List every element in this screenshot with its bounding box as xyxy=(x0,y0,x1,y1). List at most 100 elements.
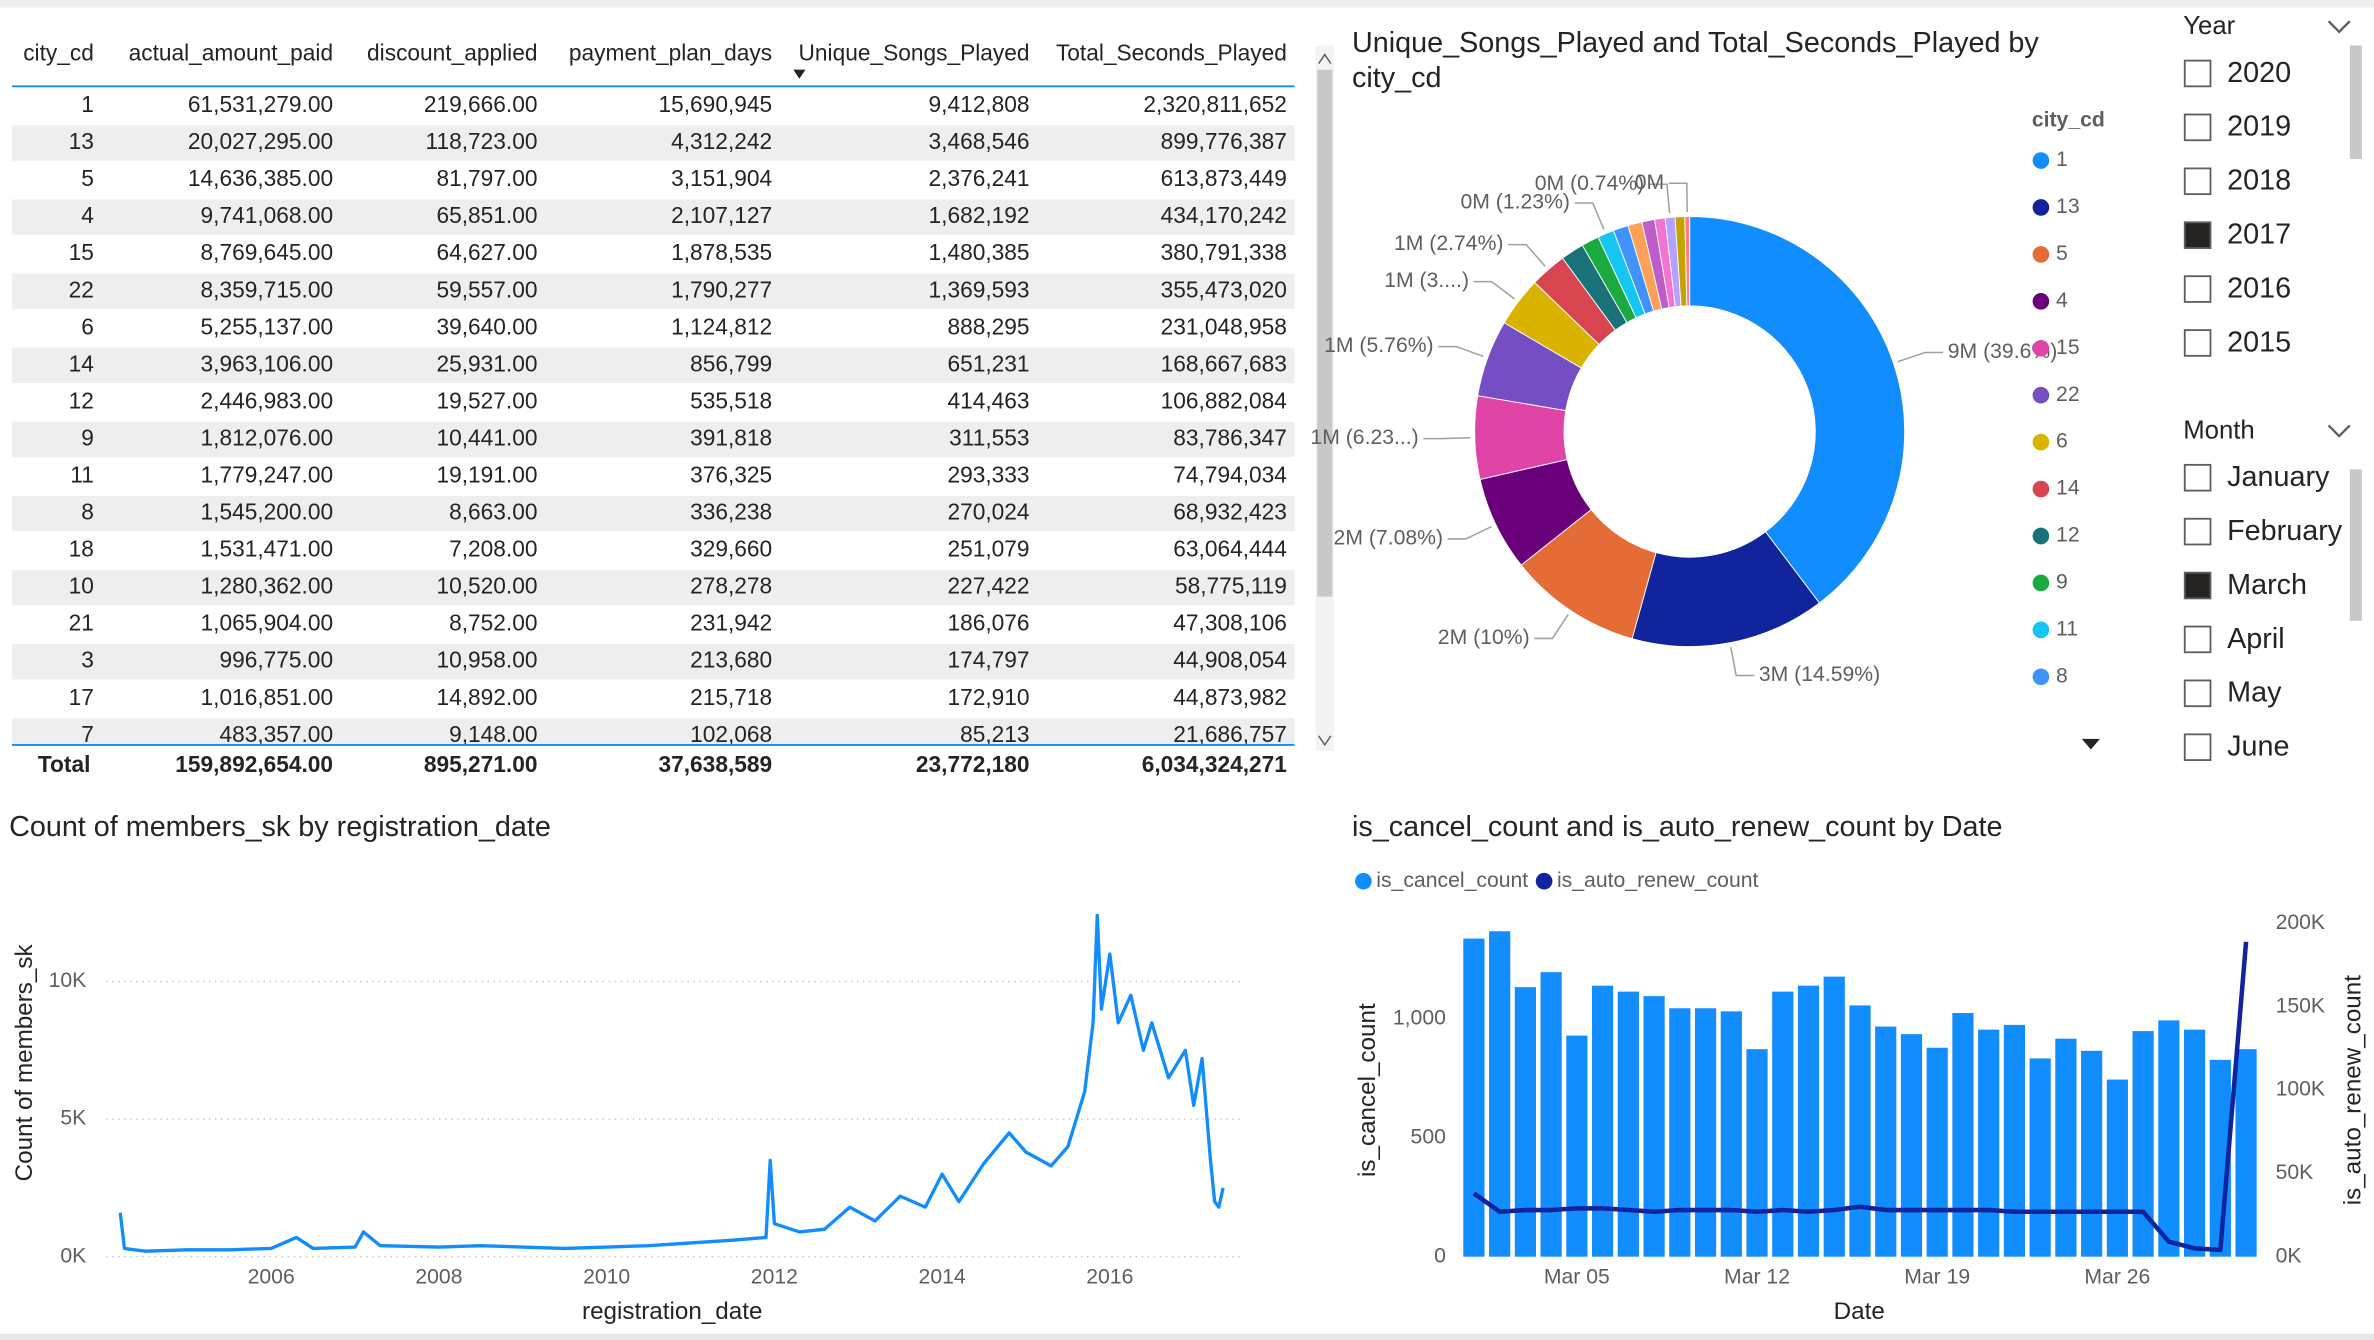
checkbox[interactable] xyxy=(2183,571,2212,600)
leader-line xyxy=(1534,614,1569,640)
table-cell: 996,775.00 xyxy=(219,647,333,673)
leader-line xyxy=(1473,280,1516,300)
bar xyxy=(1463,938,1485,1257)
table-cell: 888,295 xyxy=(947,313,1029,339)
table-cell: 376,325 xyxy=(690,462,772,488)
bottom-bar xyxy=(0,1333,2374,1340)
checkbox[interactable] xyxy=(2183,679,2212,708)
table-cell: 1,124,812 xyxy=(671,313,772,339)
table-cell: 8 xyxy=(81,499,94,525)
legend-marker xyxy=(1535,872,1553,890)
table-cell: 13 xyxy=(69,128,94,154)
table-cell: 14,892.00 xyxy=(436,684,537,710)
y-tick-label: 5K xyxy=(60,1107,86,1130)
legend-marker xyxy=(2032,339,2050,357)
table-cell: 106,882,084 xyxy=(1161,387,1287,413)
table-cell: 85,213 xyxy=(960,721,1029,747)
slicer-scrollbar[interactable] xyxy=(2349,45,2362,160)
bar xyxy=(2055,1038,2077,1257)
slicer-scrollbar[interactable] xyxy=(2349,469,2362,621)
table-cell: 8,663.00 xyxy=(449,499,537,525)
table-cell: 14 xyxy=(69,350,94,376)
table-cell: 7 xyxy=(81,721,94,747)
slicer-item[interactable]: February xyxy=(2227,515,2343,547)
slicer-item[interactable]: March xyxy=(2227,569,2307,601)
chevron[interactable] xyxy=(2327,424,2351,438)
table-cell: 18 xyxy=(69,536,94,562)
line-series xyxy=(118,913,1225,1253)
table-cell: 19,527.00 xyxy=(436,387,537,413)
slicer-item[interactable]: 2016 xyxy=(2227,272,2291,304)
table-cell: 215,718 xyxy=(690,684,772,710)
checkbox[interactable] xyxy=(2183,275,2212,303)
slicer-item[interactable]: May xyxy=(2227,677,2282,709)
table-cell: 6 xyxy=(81,313,94,339)
checkbox[interactable] xyxy=(2183,625,2212,654)
legend-marker xyxy=(2032,621,2050,639)
checkbox[interactable] xyxy=(2183,221,2212,249)
scroll-up[interactable] xyxy=(1318,53,1332,65)
y2-tick-label: 50K xyxy=(2276,1161,2314,1184)
slicer-item[interactable]: 2017 xyxy=(2227,219,2291,251)
x-tick-label: 2012 xyxy=(751,1265,798,1288)
legend-label: 9 xyxy=(2056,571,2068,594)
checkbox[interactable] xyxy=(2183,167,2212,196)
leader-line xyxy=(1574,202,1605,230)
table-cell: 1,016,851.00 xyxy=(201,684,334,710)
y2-tick-label: 150K xyxy=(2276,994,2325,1017)
slicer-title: Year xyxy=(2183,12,2235,40)
column-header: payment_plan_days xyxy=(569,40,772,66)
table-cell: 68,932,423 xyxy=(1173,499,1287,525)
bar xyxy=(1489,931,1511,1257)
slicer-item[interactable]: 2015 xyxy=(2227,326,2291,358)
checkbox[interactable] xyxy=(2183,113,2212,142)
y-tick-label: 0 xyxy=(1434,1244,1446,1267)
table-cell: 5 xyxy=(81,165,94,191)
table-cell: 8,769,645.00 xyxy=(201,239,334,265)
table-cell: 5,255,137.00 xyxy=(201,313,334,339)
leader-line xyxy=(1438,345,1484,358)
row-band xyxy=(12,495,1295,532)
table-cell: 65,851.00 xyxy=(436,202,537,228)
leader-line xyxy=(1648,183,1671,213)
table-cell: 21,686,757 xyxy=(1173,721,1287,747)
bar xyxy=(1694,1008,1717,1257)
leader-line xyxy=(1508,243,1546,267)
slicer-item[interactable]: April xyxy=(2227,623,2285,655)
scroll-down[interactable] xyxy=(1318,735,1332,747)
y-tick-label: 1,000 xyxy=(1393,1007,1446,1030)
checkbox[interactable] xyxy=(2183,59,2212,88)
legend-label: 1 xyxy=(2056,148,2068,171)
table-cell: 2,107,127 xyxy=(671,202,772,228)
table-cell: 118,723.00 xyxy=(426,128,538,154)
slicer-item[interactable]: June xyxy=(2227,731,2289,763)
y-tick-label: 500 xyxy=(1411,1125,1446,1148)
chart-title: Unique_Songs_Played and Total_Seconds_Pl… xyxy=(1352,27,2039,94)
x-tick-label: 2008 xyxy=(415,1265,462,1288)
checkbox[interactable] xyxy=(2183,329,2212,357)
checkbox[interactable] xyxy=(2183,733,2212,761)
slicer-item[interactable]: 2019 xyxy=(2227,111,2291,143)
slicer-item[interactable]: January xyxy=(2227,461,2330,493)
table-cell: 64,627.00 xyxy=(436,239,537,265)
legend-scroll[interactable] xyxy=(2081,738,2100,750)
data-label: 1M (2.74%) xyxy=(1394,232,1504,255)
chevron[interactable] xyxy=(2327,20,2351,34)
table-cell: 3,468,546 xyxy=(929,128,1030,154)
legend-marker xyxy=(2032,527,2050,545)
slicer-item[interactable]: 2020 xyxy=(2227,57,2291,89)
table-cell: 168,667,683 xyxy=(1161,350,1287,376)
data-label: 0M (0.74%) xyxy=(1535,172,1645,195)
y2-tick-label: 100K xyxy=(2276,1078,2325,1101)
bar xyxy=(1797,985,1820,1257)
bar xyxy=(2158,1020,2180,1257)
checkbox[interactable] xyxy=(2183,517,2212,546)
table-scroll-thumb[interactable] xyxy=(1317,69,1333,597)
table-cell: 186,076 xyxy=(947,610,1029,636)
table-cell: 434,170,242 xyxy=(1161,202,1287,228)
leader-line xyxy=(1897,351,1944,363)
checkbox[interactable] xyxy=(2183,463,2212,492)
slicer-item[interactable]: 2018 xyxy=(2227,165,2291,197)
table-cell: 1,369,593 xyxy=(929,276,1030,302)
x-tick-label: 2006 xyxy=(248,1265,295,1288)
